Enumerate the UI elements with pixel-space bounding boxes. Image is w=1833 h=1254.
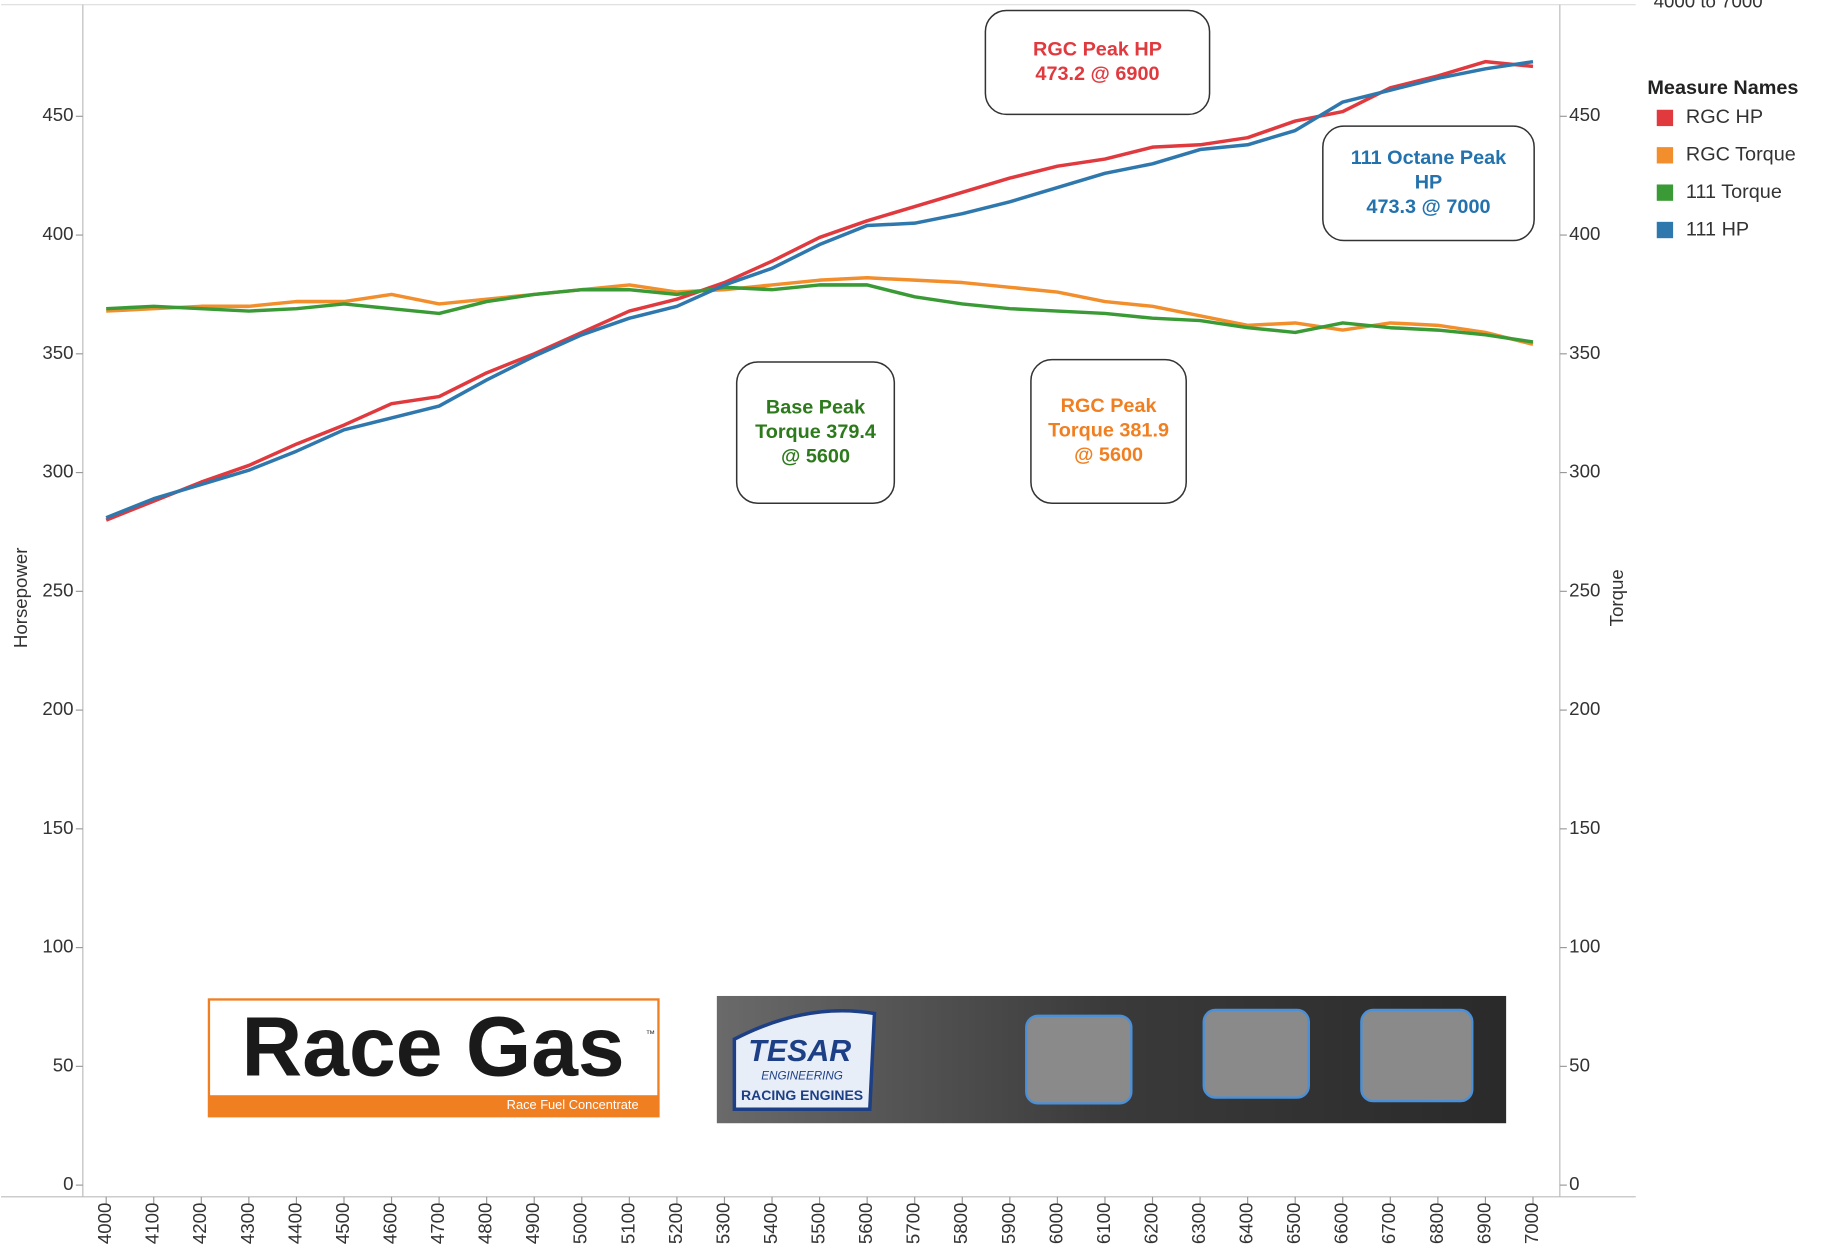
legend-label: RGC Torque [1686,144,1796,166]
logo-tagline: Race Fuel Concentrate [507,1097,639,1112]
y-tick-label: 200 [42,698,73,719]
logo-text: Race Gas [242,999,625,1093]
x-tick-label: 6500 [1283,1203,1304,1245]
annotation-text: 111 Octane Peak [1351,147,1507,169]
x-tick-label: 5400 [760,1203,781,1245]
x-tick-label: 5100 [617,1203,638,1245]
annotation-box [1322,125,1535,242]
x-tick-label: 6900 [1473,1203,1494,1245]
y2-tick-label: 50 [1569,1054,1590,1075]
y2-tick-label: 450 [1569,104,1600,125]
filter-label: 4000 to 7000 [1654,0,1763,11]
series-line [105,59,1534,520]
y2-tick-label: 350 [1569,342,1600,363]
annotation-text: Base Peak [766,396,866,418]
x-tick-label: 4500 [332,1203,353,1245]
y2-tick-label: 0 [1569,1173,1579,1194]
y2-tick-label: 250 [1569,579,1600,600]
y2-tick-label: 300 [1569,461,1600,482]
logo-subtext: ENGINEERING [761,1070,843,1083]
logo-shield [732,1008,877,1111]
legend-label: 111 HP [1686,218,1749,240]
annotation-text: Torque 381.9 [1048,420,1169,442]
logo-mark: ™ [646,1029,655,1039]
y-tick-label: 450 [42,104,73,125]
x-tick-label: 4400 [284,1203,305,1245]
x-tick-label: 4100 [142,1203,163,1245]
logo-bar [208,1095,659,1117]
annotation-text: @ 5600 [1074,444,1143,466]
y2-tick-label: 100 [1569,936,1600,957]
x-tick-label: 5700 [903,1203,924,1245]
legend-swatch [1656,109,1674,127]
annotation-box [735,361,896,504]
annotation-text: RGC Peak [1061,395,1158,417]
race-gas-logo: Race Gas ™ Race Fuel Concentrate [207,998,660,1118]
x-tick-label: 6200 [1140,1203,1161,1245]
logo-subtext: RACING ENGINES [741,1087,863,1103]
annotation-text: @ 5600 [781,445,850,467]
x-tick-label: 4200 [189,1203,210,1245]
logo-text: TESAR [748,1035,851,1068]
y2-tick-label: 200 [1569,698,1600,719]
x-tick-label: 6100 [1093,1203,1114,1245]
annotation-text: 473.2 @ 6900 [1035,63,1159,85]
y-tick-label: 250 [42,579,73,600]
x-tick-label: 4000 [94,1203,115,1245]
series-line [106,283,1534,344]
annotation-text: Torque 379.4 [755,421,876,443]
x-tick-label: 5800 [950,1203,971,1245]
x-tick-label: 5000 [570,1203,591,1245]
x-tick-label: 6800 [1426,1203,1447,1245]
tesar-logo: TESAR ENGINEERING RACING ENGINES [716,995,1507,1124]
x-tick-label: 6300 [1188,1203,1209,1245]
x-tick-label: 5500 [808,1203,829,1245]
y-tick-label: 400 [42,223,73,244]
annotation-box [1030,358,1187,504]
x-tick-label: 5200 [665,1203,686,1245]
y-axis-title: Horsepower [10,547,31,648]
y2-tick-label: 150 [1569,817,1600,838]
x-tick-label: 4900 [522,1203,543,1245]
annotation-text: RGC Peak HP [1033,38,1162,60]
legend-swatch [1656,221,1674,239]
x-tick-label: 4700 [427,1203,448,1245]
x-tick-label: 6400 [1236,1203,1257,1245]
y-tick-label: 150 [42,817,73,838]
x-tick-label: 4600 [379,1203,400,1245]
engine-images [1025,1008,1474,1105]
x-tick-label: 5300 [712,1203,733,1245]
x-tick-label: 7000 [1521,1203,1542,1245]
series-line [105,59,1534,522]
legend-label: RGC HP [1686,106,1763,128]
y-tick-label: 50 [53,1054,74,1075]
y-tick-label: 300 [42,461,73,482]
y2-tick-label: 400 [1569,223,1600,244]
series-line [106,276,1534,347]
y-tick-label: 100 [42,936,73,957]
y-tick-label: 0 [63,1173,73,1194]
legend-label: 111 Torque [1686,181,1782,203]
x-tick-label: 4800 [475,1203,496,1245]
annotation-box [984,9,1211,116]
annotation-text: HP [1415,172,1443,194]
legend-swatch [1656,184,1674,201]
annotation-text: 473.3 @ 7000 [1366,196,1490,218]
x-tick-label: 4300 [237,1203,258,1245]
legend-swatch [1656,147,1674,164]
x-tick-label: 6000 [1045,1203,1066,1245]
x-tick-label: 6700 [1378,1203,1399,1245]
y2-axis-title: Torque [1606,569,1627,626]
legend-title: Measure Names [1647,77,1798,99]
x-tick-label: 5900 [998,1203,1019,1245]
x-tick-label: 6600 [1331,1203,1352,1245]
x-tick-label: 5600 [855,1203,876,1245]
y-tick-label: 350 [42,342,73,363]
